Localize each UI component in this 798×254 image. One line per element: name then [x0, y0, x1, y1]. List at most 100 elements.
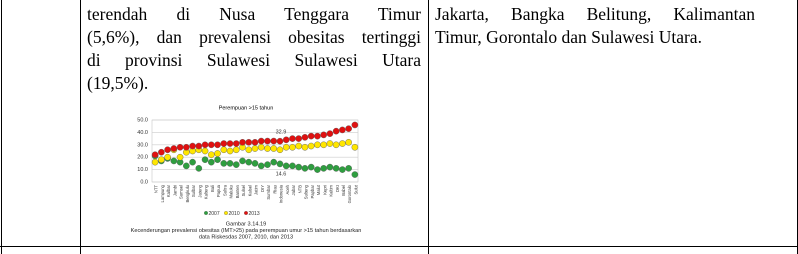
legend-marker	[204, 211, 208, 215]
dot	[220, 146, 228, 154]
dot	[257, 162, 265, 170]
dot	[326, 140, 334, 147]
dot	[332, 141, 340, 149]
text-line: (19,5%).	[87, 73, 149, 93]
dot	[257, 143, 265, 151]
dot	[183, 143, 190, 151]
dot	[351, 143, 359, 151]
text-line: (5,6%), dan prevalensi obesitas tertingg…	[87, 27, 421, 47]
x-tick-label: Riau	[272, 184, 277, 193]
dot	[289, 162, 296, 170]
text-line: Timur, Gorontalo dan Sulawesi Utara.	[435, 27, 702, 47]
dot	[239, 157, 246, 165]
dot	[251, 139, 259, 146]
dot	[314, 132, 321, 140]
x-tick-label: Banten	[235, 184, 240, 198]
legend-label: 2007	[209, 211, 220, 217]
dot	[164, 153, 171, 161]
x-tick-label: Sulbar	[191, 184, 196, 197]
dot	[245, 158, 253, 166]
dot	[176, 153, 184, 161]
dot	[332, 127, 340, 135]
x-tick-label: Jambi	[172, 185, 177, 196]
x-tick-label: Maluku	[229, 184, 234, 198]
dot	[195, 165, 203, 172]
dot	[214, 150, 221, 157]
dot	[189, 142, 196, 150]
x-tick-label: Malut	[316, 184, 321, 195]
x-tick-label: DIY	[260, 185, 265, 192]
dot	[151, 151, 159, 159]
legend-marker	[244, 211, 248, 215]
y-tick-label: 0.0	[140, 179, 148, 185]
dot	[201, 156, 209, 163]
dot	[208, 141, 215, 149]
x-tick-label: Aceh	[285, 184, 290, 194]
dot	[276, 137, 284, 145]
dot	[307, 132, 315, 140]
x-tick-label: Sumbar	[266, 184, 271, 199]
dot	[232, 140, 240, 147]
dot	[326, 163, 334, 171]
x-tick-label: Bali	[210, 185, 215, 192]
text-line: terendah di Nusa Tenggara Timur	[87, 4, 421, 24]
dot	[282, 136, 290, 144]
x-tick-label: Lampung	[160, 184, 165, 202]
dot	[201, 141, 209, 149]
x-tick-label: Kalbar	[166, 184, 171, 197]
dot	[339, 140, 346, 147]
text-line: Jakarta, Bangka Belitung, Kalimantan	[435, 4, 755, 24]
y-tick-label: 30.0	[137, 142, 148, 148]
dot	[257, 137, 265, 145]
table-border	[1, 0, 2, 254]
dot	[158, 156, 165, 163]
dot	[351, 121, 359, 129]
x-tick-label: Papbar	[310, 184, 315, 198]
dot	[251, 145, 259, 152]
dot	[270, 158, 278, 166]
dot	[301, 134, 309, 141]
x-tick-label: Sulteng	[304, 184, 309, 199]
dot	[307, 163, 315, 171]
x-tick-label: Kalteng	[204, 184, 209, 199]
y-tick-label: 50.0	[137, 117, 148, 123]
x-tick-label: NTB	[297, 185, 302, 194]
x-tick-label: Gorontalo	[347, 184, 352, 203]
dot	[282, 162, 290, 170]
dot	[326, 130, 334, 137]
dot	[151, 158, 159, 166]
dot	[320, 165, 327, 172]
x-tick-label: Kalsel	[247, 185, 252, 196]
x-tick-label: Kepri	[322, 185, 327, 195]
figure-caption: data Riskesdas 2007, 2010, dan 2013	[199, 234, 293, 240]
x-tick-label: Babel	[341, 185, 346, 196]
dot	[345, 125, 352, 132]
x-tick-label: Sulsel	[241, 185, 246, 196]
table-border	[428, 0, 429, 254]
dot	[295, 135, 302, 142]
dot	[232, 161, 240, 168]
value-label: 32.9	[276, 130, 287, 136]
dot	[170, 145, 178, 152]
dot	[170, 157, 178, 165]
dot	[345, 139, 352, 146]
dot	[264, 145, 271, 152]
dot	[214, 156, 221, 163]
legend-label: 2010	[229, 211, 240, 217]
x-tick-label: Sumsel	[179, 185, 184, 199]
dot	[339, 126, 346, 134]
dot	[270, 145, 278, 152]
dot	[314, 141, 321, 149]
dot	[270, 137, 278, 145]
dot	[245, 146, 253, 154]
dot	[320, 141, 327, 149]
dot	[301, 143, 309, 151]
right-cell: Jakarta, Bangka Belitung, Kalimantan Timu…	[435, 3, 755, 49]
dot	[295, 142, 302, 150]
table-border	[0, 246, 798, 247]
chart-title: Perempuan >15 tahun	[219, 105, 274, 111]
dot	[276, 160, 284, 168]
dot	[226, 160, 234, 167]
dot	[232, 146, 240, 154]
